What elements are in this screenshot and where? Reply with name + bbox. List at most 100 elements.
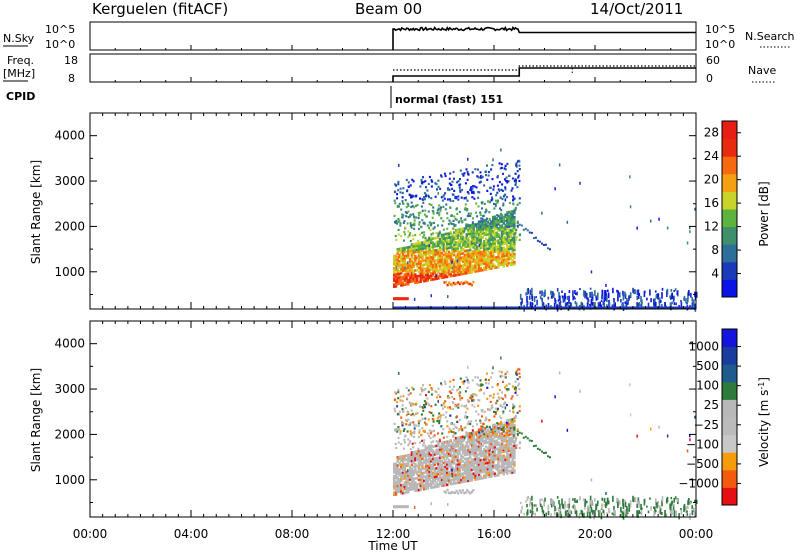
velocity-echo xyxy=(408,484,412,487)
velocity-echo xyxy=(572,505,574,509)
power-echo xyxy=(446,242,449,246)
velocity-echo xyxy=(467,475,470,478)
velocity-echo xyxy=(412,479,415,483)
velocity-echo xyxy=(472,433,475,437)
power-echo xyxy=(440,206,442,209)
velocity-echo xyxy=(414,471,417,474)
power-echo xyxy=(495,239,498,243)
power-echo xyxy=(485,174,487,177)
velocity-echo xyxy=(414,452,417,456)
velocity-echo xyxy=(497,435,500,438)
power-echo xyxy=(416,248,419,251)
power-echo xyxy=(469,242,472,246)
velocity-echo xyxy=(460,438,463,441)
velocity-echo xyxy=(408,476,412,479)
velocity-echo xyxy=(427,418,430,421)
velocity-echo xyxy=(495,435,498,438)
velocity-echo xyxy=(465,443,468,446)
power-echo xyxy=(453,261,456,265)
xtick-label: 08:00 xyxy=(275,527,310,541)
velocity-echo xyxy=(421,439,424,442)
power-echo xyxy=(486,257,490,261)
velocity-echo xyxy=(469,454,472,458)
velocity-echo xyxy=(514,438,517,441)
velocity-echo xyxy=(415,424,418,427)
velocity-echo xyxy=(470,442,473,445)
power-echo xyxy=(526,295,528,303)
power-echo xyxy=(467,223,469,226)
velocity-echo xyxy=(465,477,468,481)
velocity-echo xyxy=(454,451,458,454)
power-colorbar-swatch xyxy=(722,261,737,280)
velocity-echo xyxy=(410,477,414,481)
power-echo xyxy=(572,290,574,298)
velocity-echo xyxy=(440,382,442,385)
power-echo xyxy=(425,215,428,218)
velocity-echo xyxy=(449,460,452,463)
velocity-echo xyxy=(447,479,451,482)
velocity-echo xyxy=(437,393,440,396)
velocity-echo xyxy=(689,513,691,520)
velocity-echo xyxy=(444,477,447,481)
velocity-echo xyxy=(446,483,449,487)
velocity-echo xyxy=(444,447,447,450)
power-echo xyxy=(430,251,433,255)
power-echo xyxy=(490,261,493,264)
velocity-echo xyxy=(594,498,596,502)
velocity-echo xyxy=(479,438,482,441)
velocity-echo xyxy=(492,427,495,431)
power-echo xyxy=(451,235,454,238)
power-echo xyxy=(472,239,475,243)
power-echo xyxy=(454,267,458,271)
velocity-echo xyxy=(440,449,444,453)
power-echo xyxy=(670,289,673,292)
power-echo xyxy=(406,222,409,225)
velocity-echo xyxy=(394,476,398,480)
velocity-echo xyxy=(456,473,459,476)
velocity-echo xyxy=(515,373,518,376)
velocity-echo xyxy=(407,412,410,415)
power-echo xyxy=(453,270,456,273)
velocity-echo xyxy=(405,474,408,478)
velocity-echo xyxy=(440,447,444,451)
velocity-echo xyxy=(499,447,502,450)
power-echo xyxy=(502,242,505,245)
power-echo xyxy=(584,295,586,299)
velocity-echo xyxy=(676,498,679,502)
power-echo xyxy=(484,260,488,263)
power-echo xyxy=(509,243,513,246)
velocity-echo xyxy=(458,466,461,470)
freq-tick-bottom: 8 xyxy=(68,72,75,85)
power-echo xyxy=(397,233,400,236)
power-echo xyxy=(451,250,454,253)
power-echo xyxy=(591,301,594,306)
velocity-echo xyxy=(597,510,600,513)
power-echo xyxy=(396,252,399,255)
velocity-echo xyxy=(396,488,399,492)
velocity-echo xyxy=(454,439,458,442)
velocity-echo xyxy=(502,454,505,458)
velocity-echo xyxy=(506,451,509,455)
power-echo xyxy=(534,236,537,239)
velocity-echo xyxy=(541,419,543,423)
power-echo xyxy=(405,254,408,258)
velocity-echo xyxy=(394,484,398,488)
power-echo xyxy=(586,302,589,307)
power-echo xyxy=(568,300,570,304)
velocity-echo xyxy=(429,432,432,435)
power-echo xyxy=(454,233,458,236)
power-echo xyxy=(465,251,468,254)
velocity-echo xyxy=(518,410,521,413)
velocity-echo xyxy=(466,399,469,402)
velocity-echo xyxy=(470,472,474,476)
power-echo xyxy=(408,268,412,271)
velocity-echo xyxy=(547,504,550,511)
velocity-echo xyxy=(410,459,414,463)
velocity-echo xyxy=(410,471,414,475)
velocity-echo xyxy=(509,424,513,428)
power-echo xyxy=(499,226,502,230)
power-echo xyxy=(478,243,481,247)
power-echo xyxy=(675,302,677,306)
velocity-echo xyxy=(476,449,479,452)
power-echo xyxy=(407,280,410,284)
